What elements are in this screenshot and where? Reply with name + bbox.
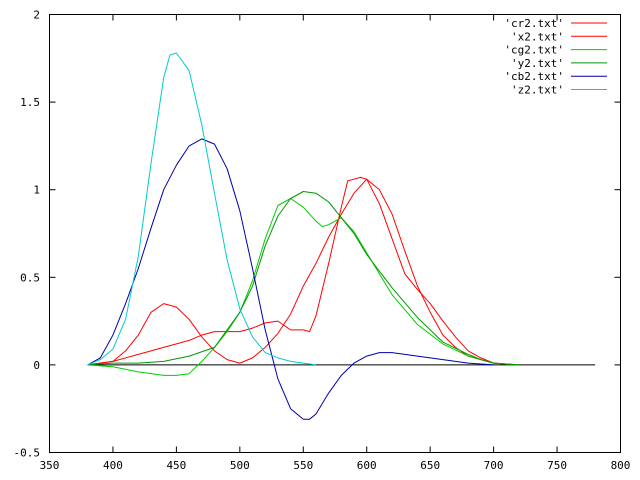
y-tick-label: 2 — [33, 9, 40, 22]
x-tick-label: 400 — [103, 459, 123, 472]
x-tick-label: 650 — [420, 459, 440, 472]
x-tick-label: 550 — [293, 459, 313, 472]
legend-label-cg2txt: 'cg2.txt' — [504, 44, 564, 57]
legend-label-y2txt: 'y2.txt' — [511, 57, 564, 70]
x-tick-label: 700 — [484, 459, 504, 472]
x-tick-label: 750 — [547, 459, 567, 472]
series-lines — [87, 52, 520, 420]
axis-tick-labels: 350 400 450 500 550 600 650 700 750 800 -0.5 0 0.5 1 1… — [14, 9, 631, 473]
series-line-y2txt — [87, 191, 520, 366]
x-tick-label: 350 — [40, 459, 60, 472]
y-tick-label: 1 — [33, 184, 40, 197]
y-tick-label: 1.5 — [20, 96, 40, 109]
axis-ticks — [49, 14, 621, 453]
legend-label-cb2txt: 'cb2.txt' — [504, 70, 564, 83]
series-line-x2txt — [87, 178, 520, 366]
series-line-z2txt — [87, 52, 317, 366]
x-tick-label: 600 — [357, 459, 377, 472]
legend-label-z2txt: 'z2.txt' — [511, 84, 564, 97]
x-tick-label: 500 — [230, 459, 250, 472]
legend-label-cr2txt: 'cr2.txt' — [504, 17, 564, 30]
x-tick-label: 450 — [166, 459, 186, 472]
series-line-cb2txt — [87, 138, 494, 420]
y-tick-label: 0 — [33, 359, 40, 372]
y-tick-label: -0.5 — [14, 447, 41, 460]
plot-frame — [49, 14, 621, 453]
x-tick-label: 800 — [611, 459, 631, 472]
series-line-cr2txt — [87, 176, 520, 366]
legend: 'cr2.txt''x2.txt''cg2.txt''y2.txt''cb2.t… — [504, 17, 607, 97]
legend-label-x2txt: 'x2.txt' — [511, 30, 564, 43]
y-tick-label: 0.5 — [20, 271, 40, 284]
